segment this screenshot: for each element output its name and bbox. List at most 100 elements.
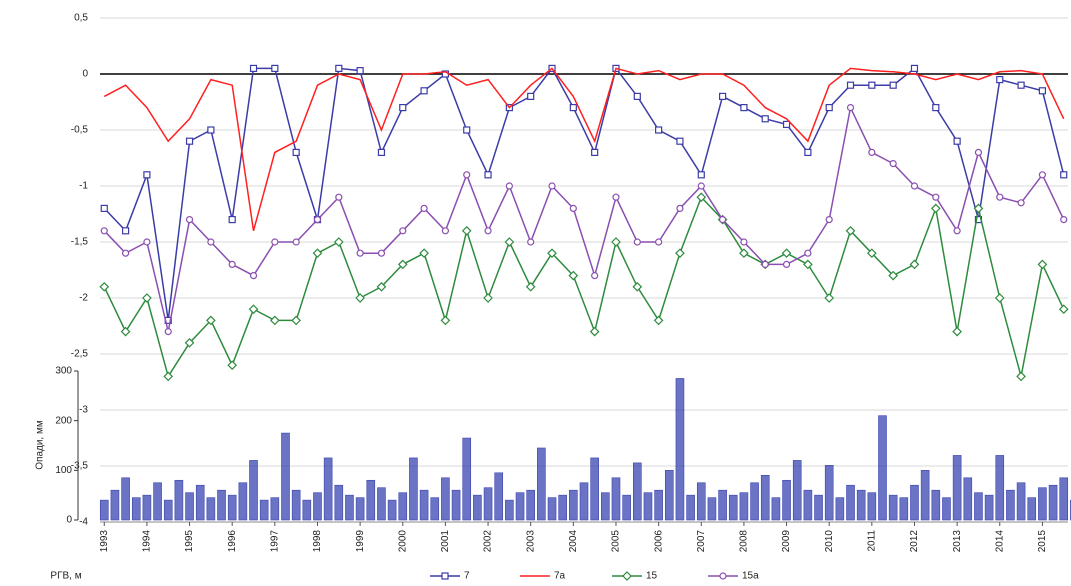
precipitation-bar — [888, 494, 898, 521]
marker — [420, 87, 428, 95]
precipitation-bar — [696, 482, 706, 521]
marker — [1016, 371, 1026, 382]
precipitation-bar — [782, 479, 791, 521]
precipitation-bar — [952, 455, 962, 521]
marker — [504, 237, 515, 247]
x-tick-label: 2002 — [483, 530, 494, 553]
precipitation-bar — [728, 494, 738, 521]
precipitation-bar — [515, 492, 525, 521]
legend-label: 7 — [464, 571, 470, 582]
marker — [164, 328, 172, 336]
precipitation-bar — [334, 484, 344, 521]
precipitation-bar — [1006, 489, 1015, 521]
y-tick-label: -1,5 — [71, 237, 89, 248]
marker — [633, 92, 641, 101]
x-tick-label: 2000 — [397, 530, 408, 553]
marker — [611, 237, 621, 247]
legend-marker — [719, 572, 727, 580]
y-tick-label: -2,5 — [71, 349, 89, 360]
marker — [399, 227, 407, 235]
marker — [397, 259, 408, 270]
marker — [248, 304, 259, 315]
precipitation-bar — [792, 460, 802, 521]
precipitation-bar — [633, 462, 642, 521]
marker — [185, 216, 194, 224]
precipitation-bar — [611, 477, 621, 521]
precipitation-bar — [387, 499, 397, 521]
x-tick-label: 2014 — [994, 530, 1005, 553]
marker — [782, 260, 791, 268]
x-tick-label: 2009 — [781, 530, 792, 553]
y2-tick-label: 300 — [55, 366, 72, 377]
marker — [994, 293, 1005, 303]
marker — [868, 148, 876, 156]
precipitation-bar — [739, 492, 749, 521]
precipitation-bar — [931, 489, 941, 521]
precipitation-bar — [1038, 487, 1047, 521]
precipitation-bar — [664, 470, 674, 521]
marker — [889, 160, 897, 168]
series-line — [103, 66, 1065, 321]
marker — [697, 171, 705, 179]
marker — [163, 371, 174, 382]
precipitation-bar — [1027, 497, 1037, 521]
marker — [249, 64, 258, 73]
x-tick-label: 2006 — [653, 530, 664, 553]
marker — [676, 137, 684, 145]
precipitation-bar — [249, 460, 258, 521]
precipitation-bar — [355, 497, 365, 521]
x-tick-label: 2013 — [952, 530, 963, 553]
marker — [909, 259, 920, 270]
precipitation-bar — [686, 494, 695, 521]
precipitation-bar — [835, 497, 845, 521]
marker — [461, 225, 472, 236]
marker — [527, 92, 535, 101]
marker — [761, 260, 769, 268]
marker — [271, 64, 279, 73]
x-tick-label: 2004 — [568, 530, 579, 553]
marker — [269, 315, 280, 326]
marker — [888, 270, 899, 281]
marker — [910, 182, 919, 190]
marker — [463, 171, 471, 179]
precipitation-bar — [185, 492, 194, 521]
legend-marker — [441, 572, 449, 580]
marker — [1060, 216, 1068, 224]
x-tick-label: 2007 — [696, 530, 707, 553]
x-tick-label: 1993 — [99, 530, 110, 553]
marker — [227, 360, 238, 371]
marker — [996, 75, 1004, 84]
marker — [697, 182, 705, 190]
marker — [441, 227, 450, 235]
y-tick-label: 0 — [82, 69, 88, 80]
precipitation-bar — [718, 489, 727, 521]
marker — [142, 293, 152, 303]
precipitation-bar — [366, 479, 376, 521]
marker — [525, 281, 536, 292]
precipitation-bar — [771, 497, 781, 521]
marker — [484, 171, 492, 179]
marker — [548, 182, 556, 190]
x-tick-label: 1999 — [355, 530, 366, 553]
marker — [675, 248, 685, 259]
marker — [866, 248, 877, 259]
marker — [996, 193, 1004, 201]
marker — [782, 120, 791, 129]
precipitation-bar — [291, 489, 301, 521]
marker — [1037, 259, 1048, 270]
marker — [312, 248, 323, 259]
marker — [271, 238, 279, 246]
marker — [589, 326, 600, 337]
y2-tick-label: 200 — [55, 415, 72, 426]
marker — [1038, 171, 1047, 179]
precipitation-bar — [942, 497, 951, 521]
precipitation-bar — [526, 489, 535, 521]
precipitation-bar — [238, 482, 248, 521]
marker — [184, 337, 195, 348]
marker — [932, 193, 940, 201]
marker — [825, 103, 833, 112]
marker — [910, 64, 919, 73]
x-tick-label: 2005 — [611, 530, 622, 553]
marker — [612, 193, 620, 201]
x-tick-label: 2001 — [440, 530, 451, 553]
